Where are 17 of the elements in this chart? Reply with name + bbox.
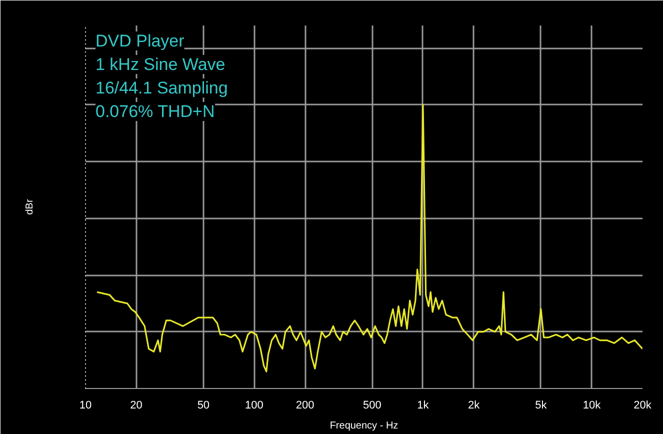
x-tick-label: 20k bbox=[634, 400, 652, 412]
chart-title: DVD Player bbox=[96, 32, 185, 50]
x-tick-label: 10k bbox=[582, 400, 602, 412]
text: 16/44.1 Sampling bbox=[96, 78, 228, 98]
text: 1 kHz Sine Wave bbox=[96, 55, 226, 74]
x-tick-label: 100 bbox=[245, 400, 264, 412]
x-tick-label: 20 bbox=[130, 400, 142, 412]
x-tick-label: 200 bbox=[296, 400, 314, 412]
x-tick-label: 500 bbox=[363, 400, 382, 412]
y-axis-title: dBr bbox=[24, 198, 36, 215]
x-tick-label: 5k bbox=[535, 400, 548, 412]
x-axis-title: Frequency - Hz bbox=[330, 420, 398, 432]
x-tick-label: 1k bbox=[417, 400, 430, 412]
x-tick-label: 10 bbox=[79, 400, 92, 412]
x-tick-label: 2k bbox=[468, 400, 480, 412]
annotation: 0.076% THD+N bbox=[96, 102, 215, 121]
x-tick-label: 50 bbox=[197, 400, 210, 412]
